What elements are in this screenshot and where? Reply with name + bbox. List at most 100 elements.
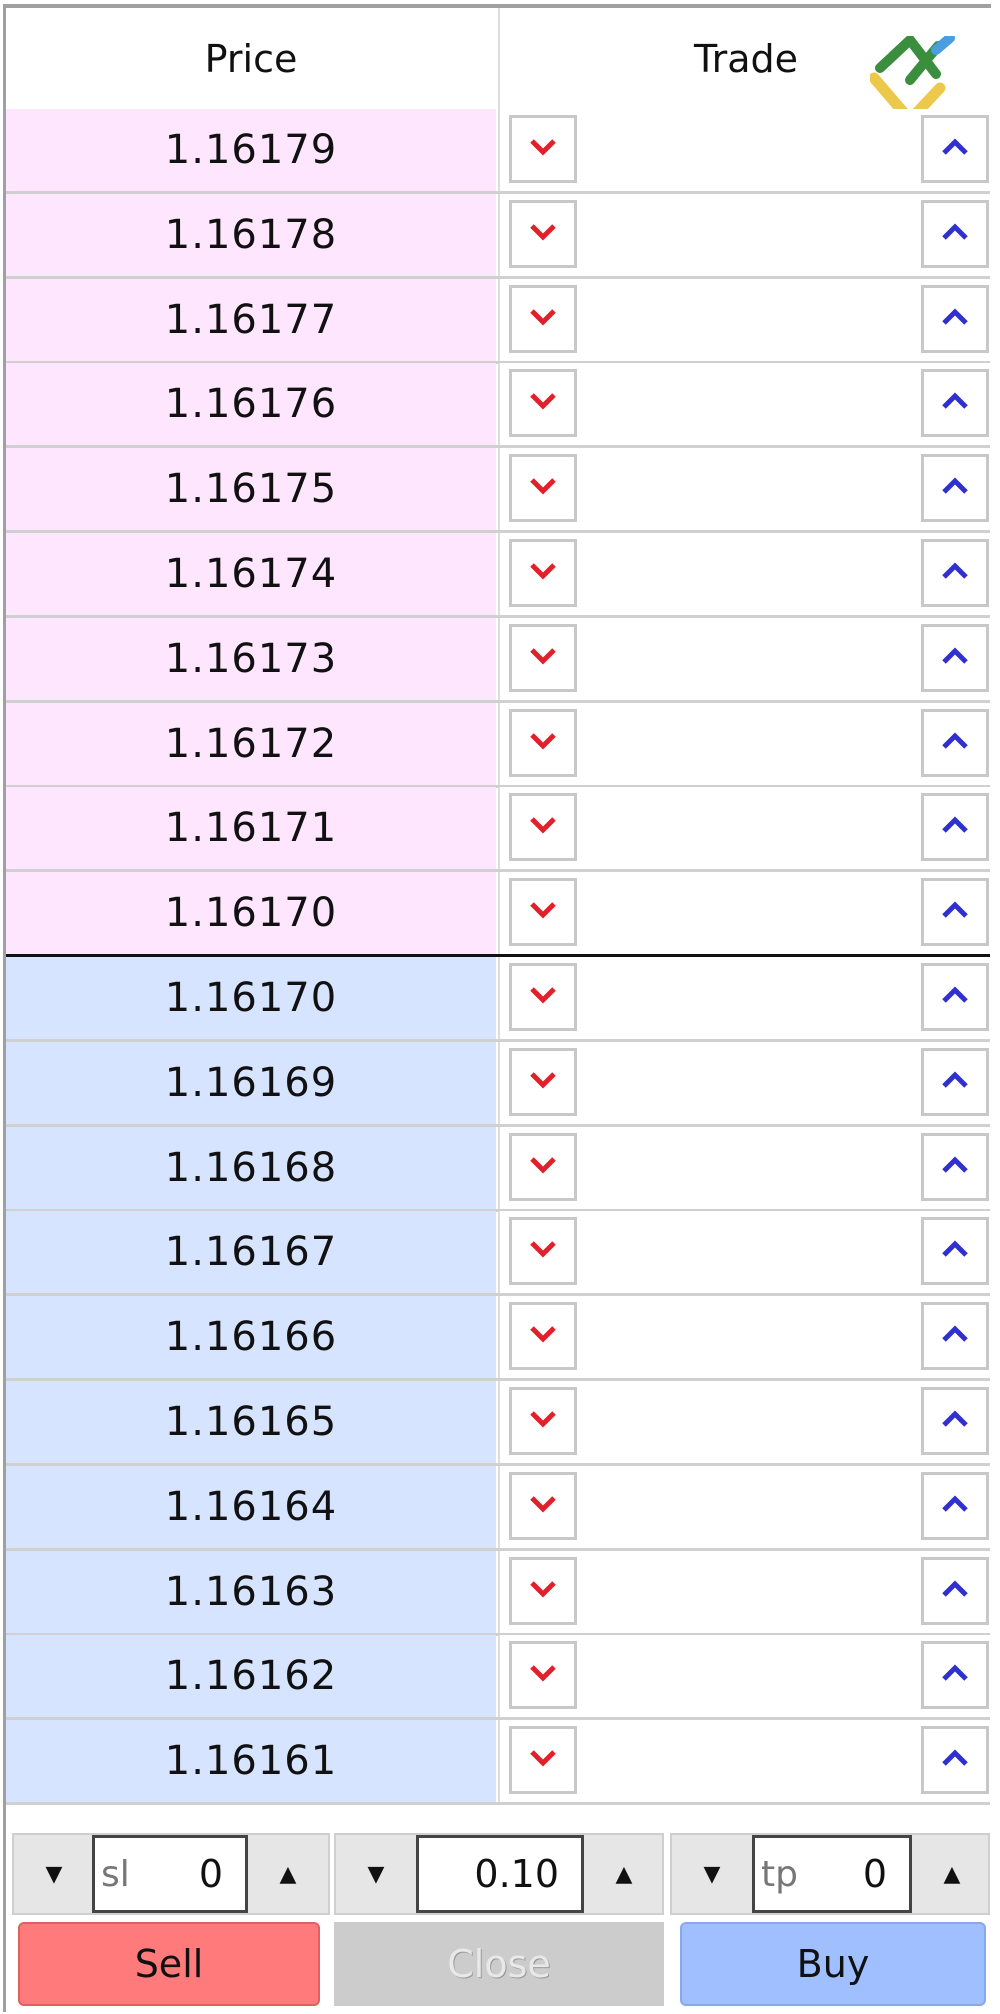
sl-increase-button[interactable]: ▲	[279, 1861, 297, 1887]
sell-limit-button[interactable]	[509, 1217, 577, 1286]
sell-limit-button[interactable]	[509, 115, 577, 183]
ask-price-row: 1.16177	[6, 278, 992, 364]
ask-price-row: 1.16176	[6, 363, 992, 449]
tp-increase-button[interactable]: ▲	[943, 1861, 961, 1887]
buy-limit-button[interactable]	[921, 369, 989, 438]
chevron-up-icon	[941, 900, 969, 924]
sell-limit-button[interactable]	[509, 1387, 577, 1455]
chevron-down-icon	[529, 646, 557, 670]
sell-limit-button[interactable]	[509, 284, 577, 353]
price-cell: 1.16171	[6, 787, 496, 870]
sell-limit-button[interactable]	[509, 539, 577, 607]
volume-increase-button[interactable]: ▲	[615, 1861, 633, 1887]
buy-button[interactable]: Buy	[680, 1922, 986, 2006]
ask-price-row: 1.16171	[6, 787, 992, 873]
trade-cell	[498, 363, 992, 446]
sell-limit-button[interactable]	[509, 623, 577, 692]
volume-decrease-button[interactable]: ▼	[367, 1861, 385, 1887]
sell-limit-button[interactable]	[509, 708, 577, 777]
trade-cell	[498, 109, 992, 191]
chevron-up-icon	[941, 1663, 969, 1687]
price-cell: 1.16165	[6, 1381, 496, 1463]
chevron-down-icon	[529, 222, 557, 246]
sl-decrease-button[interactable]: ▼	[45, 1861, 63, 1887]
buy-limit-button[interactable]	[921, 115, 989, 183]
chevron-down-icon	[529, 1579, 557, 1603]
buy-limit-button[interactable]	[921, 708, 989, 777]
buy-limit-button[interactable]	[921, 454, 989, 523]
stop-loss-spinner: ▼ sl 0 ▲	[12, 1833, 330, 1915]
sell-limit-button[interactable]	[509, 1132, 577, 1201]
chevron-up-icon	[941, 1494, 969, 1518]
price-cell: 1.16168	[6, 1126, 496, 1209]
sell-limit-button[interactable]	[509, 1471, 577, 1540]
sell-limit-button[interactable]	[509, 1556, 577, 1625]
trade-cell	[498, 702, 992, 785]
chevron-down-icon	[529, 1070, 557, 1094]
sell-limit-button[interactable]	[509, 963, 577, 1031]
trade-cell	[498, 1126, 992, 1209]
spread-separator	[6, 954, 990, 957]
sell-limit-button[interactable]	[509, 793, 577, 862]
sell-limit-button[interactable]	[509, 1047, 577, 1116]
chevron-up-icon	[941, 1070, 969, 1094]
chevron-up-icon	[941, 561, 969, 585]
sell-limit-button[interactable]	[509, 369, 577, 438]
stop-loss-input[interactable]: sl 0	[92, 1835, 248, 1913]
ask-price-row: 1.16179	[6, 109, 992, 194]
bid-price-row: 1.16165	[6, 1381, 992, 1466]
price-cell: 1.16164	[6, 1465, 496, 1548]
sell-limit-button[interactable]	[509, 878, 577, 947]
buy-limit-button[interactable]	[921, 1132, 989, 1201]
buy-limit-button[interactable]	[921, 878, 989, 947]
chevron-up-icon	[941, 391, 969, 415]
chevron-up-icon	[941, 476, 969, 500]
chevron-down-icon	[529, 815, 557, 839]
close-button[interactable]: Close	[334, 1922, 664, 2006]
buy-limit-button[interactable]	[921, 1302, 989, 1371]
buy-limit-button[interactable]	[921, 963, 989, 1031]
sl-value: 0	[198, 1852, 223, 1896]
sell-limit-button[interactable]	[509, 1726, 577, 1795]
buy-limit-button[interactable]	[921, 199, 989, 268]
take-profit-input[interactable]: tp 0	[752, 1835, 912, 1913]
buy-limit-button[interactable]	[921, 1387, 989, 1455]
chevron-down-icon	[529, 561, 557, 585]
bid-price-row: 1.16166	[6, 1296, 992, 1382]
chevron-down-icon	[529, 1324, 557, 1348]
trade-cell	[498, 1720, 992, 1803]
sell-limit-button[interactable]	[509, 1641, 577, 1710]
trade-cell	[498, 533, 992, 615]
sell-limit-button[interactable]	[509, 454, 577, 523]
ask-price-row: 1.16173	[6, 617, 992, 703]
volume-input[interactable]: 0.10	[416, 1835, 584, 1913]
buy-limit-button[interactable]	[921, 1471, 989, 1540]
price-cell: 1.16169	[6, 1041, 496, 1124]
price-column-header: Price	[204, 36, 298, 81]
price-cell: 1.16176	[6, 363, 496, 446]
buy-limit-button[interactable]	[921, 539, 989, 607]
sell-limit-button[interactable]	[509, 1302, 577, 1371]
buy-limit-button[interactable]	[921, 1556, 989, 1625]
buy-limit-button[interactable]	[921, 1726, 989, 1795]
bid-price-row: 1.16170	[6, 957, 992, 1042]
volume-value: 0.10	[474, 1852, 559, 1896]
buy-limit-button[interactable]	[921, 1641, 989, 1710]
buy-limit-button[interactable]	[921, 623, 989, 692]
sl-label: sl	[101, 1853, 130, 1895]
take-profit-spinner: ▼ tp 0 ▲	[670, 1833, 990, 1915]
chevron-up-icon	[941, 985, 969, 1009]
price-cell: 1.16173	[6, 617, 496, 700]
buy-limit-button[interactable]	[921, 1217, 989, 1286]
sell-limit-button[interactable]	[509, 199, 577, 268]
chevron-up-icon	[941, 646, 969, 670]
price-cell: 1.16163	[6, 1550, 496, 1633]
tp-decrease-button[interactable]: ▼	[703, 1861, 721, 1887]
price-cell: 1.16170	[6, 957, 496, 1039]
sell-button[interactable]: Sell	[18, 1922, 320, 2006]
chevron-up-icon	[941, 1579, 969, 1603]
buy-limit-button[interactable]	[921, 793, 989, 862]
buy-limit-button[interactable]	[921, 284, 989, 353]
buy-limit-button[interactable]	[921, 1047, 989, 1116]
trade-cell	[498, 1211, 992, 1294]
